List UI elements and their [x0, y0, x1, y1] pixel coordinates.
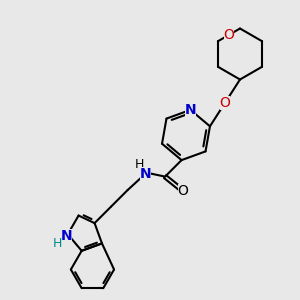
- Text: O: O: [178, 184, 188, 198]
- Text: N: N: [61, 229, 72, 243]
- Text: H: H: [52, 237, 62, 250]
- Text: O: O: [220, 96, 230, 110]
- Text: N: N: [184, 103, 196, 117]
- Text: O: O: [224, 28, 234, 42]
- Text: N: N: [140, 167, 152, 181]
- Text: H: H: [134, 158, 144, 170]
